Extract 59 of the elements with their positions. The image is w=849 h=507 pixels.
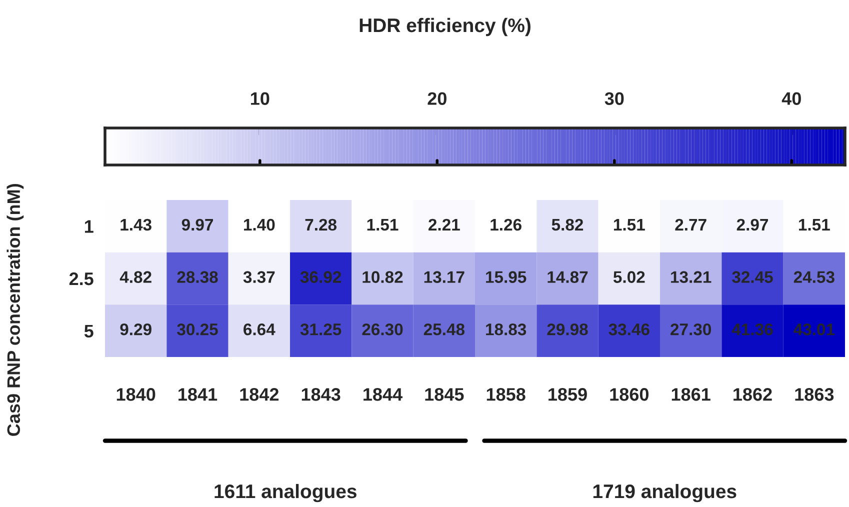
y-tick-label: 5 [84,324,94,338]
data-label: 33.46 [608,324,650,336]
data-label: 5.82 [552,218,584,231]
data-label: 32.45 [732,271,773,283]
x-tick-label: 1840 [116,388,156,401]
x-tick-label: 1841 [178,388,218,401]
data-label: 6.64 [244,324,276,336]
data-label: 26.30 [362,324,403,336]
x-tick-label: 1843 [302,388,340,401]
text: 1719 analogues [593,484,736,502]
data-label: 9.97 [182,218,213,231]
color-bar-label: 40 [782,92,801,105]
data-label: 15.95 [486,271,526,283]
data-label: 1.43 [120,218,152,231]
data-label: 1.51 [799,219,830,231]
text: 1611 analogues [214,484,356,502]
data-label: 29.98 [547,324,588,336]
data-label: 13.21 [671,271,712,283]
data-label: 41.36 [732,324,773,336]
chart-title: HDR efficiency (%) [360,18,530,36]
data-label: 14.87 [548,271,588,283]
x-tick-label: 1861 [672,388,710,401]
data-label: 2.77 [675,218,706,230]
data-label: 25.48 [424,324,465,336]
y-tick-label: 2.5 [69,272,94,286]
data-label: 2.97 [736,218,768,231]
y-axis-title: Cas9 RNP concentration (nM) [6,184,24,436]
data-label: 1.51 [614,219,645,231]
x-tick-label: 1859 [548,388,587,401]
x-tick-label: 1858 [486,388,526,401]
data-label: 43.01 [794,324,835,336]
data-label: 5.02 [613,271,645,283]
data-label: 28.38 [177,271,218,283]
data-label: 9.29 [120,324,152,336]
data-label: 27.30 [670,324,712,336]
color-bar-label: 10 [251,92,270,105]
data-label: 1.40 [244,218,275,231]
x-tick-label: 1860 [610,388,649,401]
x-tick-label: 1845 [425,388,464,401]
data-label: 1.26 [490,218,522,231]
color-bar-label: 20 [428,92,446,105]
data-label: 7.28 [305,218,337,231]
data-label: 18.83 [486,324,526,336]
data-label: 36.92 [300,271,342,283]
data-label: 30.25 [177,324,218,336]
data-label: 4.82 [120,271,152,283]
data-label: 1.51 [367,219,398,231]
data-label: 10.82 [362,271,403,283]
x-tick-label: 1862 [734,388,772,401]
color-bar-label: 30 [604,92,624,106]
data-label: 24.53 [794,271,834,283]
x-tick-label: 1863 [795,388,834,401]
data-label: 13.17 [424,271,464,283]
y-tick-label: 1 [84,220,94,233]
data-label: 3.37 [243,271,275,283]
x-tick-label: 1844 [364,388,402,401]
x-tick-label: 1842 [240,388,279,401]
data-label: 31.25 [300,324,342,336]
data-label: 2.21 [428,218,460,230]
